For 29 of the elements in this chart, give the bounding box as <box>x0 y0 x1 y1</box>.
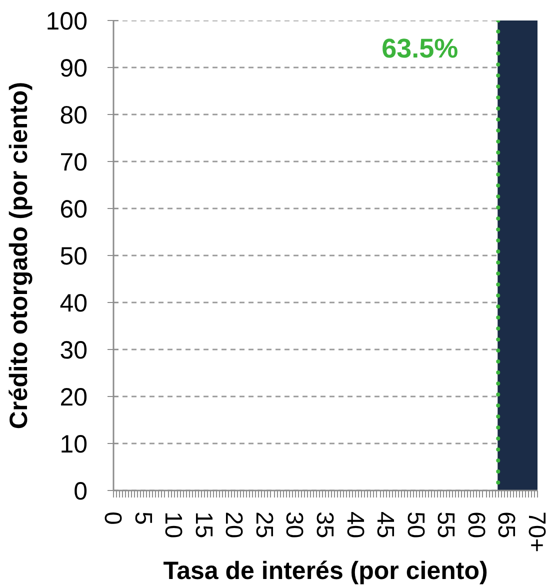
y-axis-title: Crédito otorgado (por ciento) <box>4 82 33 430</box>
x-tick-label: 55 <box>432 512 460 538</box>
y-tick-label: 20 <box>60 384 88 412</box>
y-tick-label: 10 <box>60 430 88 458</box>
y-tick-label: 80 <box>60 102 88 130</box>
y-tick-label: 100 <box>46 8 88 36</box>
x-axis-title: Tasa de interés (por ciento) <box>163 557 488 586</box>
x-tick-label: 0 <box>99 512 126 525</box>
y-tick-label: 30 <box>60 336 88 364</box>
x-tick-label: 65 <box>492 512 520 538</box>
x-tick-label: 60 <box>462 512 490 538</box>
x-tick-label: 5 <box>129 512 156 525</box>
y-tick-label: 60 <box>60 196 88 224</box>
x-tick-label: 50 <box>402 512 429 538</box>
y-tick-label: 70 <box>60 148 88 176</box>
y-tick-label: 90 <box>60 54 88 82</box>
x-tick-label: 45 <box>372 512 399 538</box>
x-tick-label: 15 <box>190 512 217 538</box>
ref-line-label: 63.5% <box>382 34 458 64</box>
x-tick-label: 20 <box>220 512 248 538</box>
x-tick-label: 25 <box>250 512 278 538</box>
y-tick-label: 0 <box>74 478 88 506</box>
x-tick-label: 30 <box>280 512 308 538</box>
x-tick-label: 40 <box>341 512 368 538</box>
y-tick-label: 40 <box>60 290 88 318</box>
x-tick-label: 10 <box>160 512 187 538</box>
x-tick-label: 35 <box>311 512 338 538</box>
x-tick-label: 70+ <box>523 512 550 552</box>
y-tick-label: 50 <box>60 242 88 270</box>
